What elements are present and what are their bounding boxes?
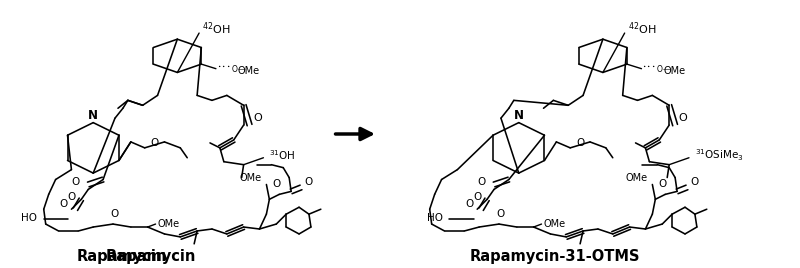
Text: O: O (71, 177, 79, 188)
Text: N: N (514, 109, 524, 122)
Text: OMe: OMe (663, 66, 686, 76)
Text: Rapamycin: Rapamycin (106, 249, 196, 264)
Text: OMe: OMe (239, 173, 262, 183)
Text: OMe: OMe (238, 66, 260, 76)
Text: HO: HO (21, 213, 37, 223)
Text: $^{31}$OSiMe$_3$: $^{31}$OSiMe$_3$ (695, 147, 744, 163)
Text: O: O (305, 177, 313, 188)
Text: Rapamycin: Rapamycin (76, 249, 166, 264)
Text: $^{31}$OH: $^{31}$OH (270, 148, 296, 162)
Text: O: O (465, 199, 474, 209)
Text: O: O (497, 209, 505, 219)
Text: O: O (253, 113, 262, 123)
Text: $^{\bullet\bullet\bullet}$O—: $^{\bullet\bullet\bullet}$O— (642, 63, 672, 74)
Text: O: O (473, 192, 482, 202)
Text: $^{42}$OH: $^{42}$OH (202, 21, 230, 38)
Text: O: O (67, 192, 75, 202)
Text: O: O (477, 177, 486, 188)
Text: O: O (150, 138, 158, 148)
Text: O: O (576, 138, 584, 148)
Text: N: N (88, 109, 98, 122)
Text: O: O (111, 209, 119, 219)
Text: $^{42}$OH: $^{42}$OH (628, 21, 656, 38)
Text: HO: HO (426, 213, 442, 223)
Text: O: O (658, 180, 666, 189)
Text: O: O (678, 113, 687, 123)
Text: OMe: OMe (158, 219, 180, 229)
Text: O: O (690, 177, 699, 188)
Text: Rapamycin-31-OTMS: Rapamycin-31-OTMS (469, 249, 640, 264)
Text: O: O (59, 199, 68, 209)
Text: OMe: OMe (543, 219, 566, 229)
Text: $^{\bullet\bullet\bullet}$O—: $^{\bullet\bullet\bullet}$O— (217, 63, 246, 74)
Text: O: O (272, 180, 281, 189)
Text: OMe: OMe (626, 173, 647, 183)
